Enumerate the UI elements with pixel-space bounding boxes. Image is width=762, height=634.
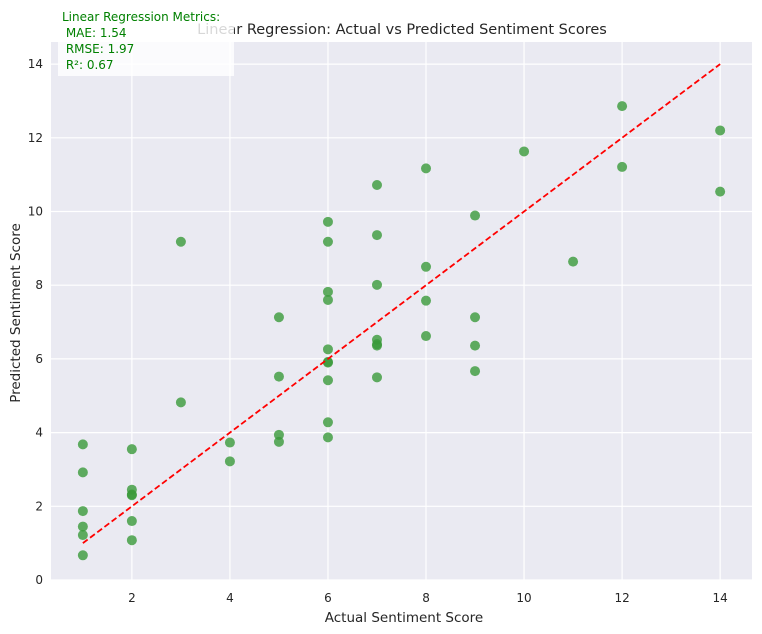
data-point bbox=[322, 356, 333, 367]
y-tick-label: 12 bbox=[28, 131, 43, 145]
x-tick-label: 14 bbox=[712, 591, 727, 605]
data-point bbox=[371, 339, 382, 350]
x-tick-label: 4 bbox=[226, 591, 234, 605]
data-point bbox=[470, 210, 481, 221]
data-point bbox=[421, 295, 432, 306]
data-point bbox=[322, 236, 333, 247]
y-tick-label: 4 bbox=[35, 426, 43, 440]
data-point bbox=[371, 230, 382, 241]
x-tick-label: 2 bbox=[128, 591, 136, 605]
data-point bbox=[273, 312, 284, 323]
data-point bbox=[77, 521, 88, 532]
data-point bbox=[77, 530, 88, 541]
data-point bbox=[126, 489, 137, 500]
x-axis-label: Actual Sentiment Score bbox=[325, 610, 483, 626]
grid bbox=[51, 42, 752, 581]
data-point bbox=[568, 256, 579, 267]
data-point bbox=[470, 366, 481, 377]
y-tick-label: 2 bbox=[35, 499, 43, 513]
y-tick-label: 8 bbox=[35, 278, 43, 292]
metrics-box bbox=[58, 8, 234, 76]
data-point bbox=[470, 340, 481, 351]
data-point bbox=[175, 397, 186, 408]
y-tick-label: 6 bbox=[35, 352, 43, 366]
y-tick-label: 0 bbox=[35, 573, 43, 587]
plot-background bbox=[51, 42, 752, 580]
data-point bbox=[715, 125, 726, 136]
data-point bbox=[322, 344, 333, 355]
data-point bbox=[126, 444, 137, 455]
data-point bbox=[322, 294, 333, 305]
data-point bbox=[322, 432, 333, 443]
data-point bbox=[175, 236, 186, 247]
metrics-line: Linear Regression Metrics: bbox=[62, 10, 220, 24]
y-tick-labels: 0 2 4 6 8 10 12 14 bbox=[28, 57, 43, 587]
data-point bbox=[126, 516, 137, 527]
x-tick-labels: 2 4 6 8 10 12 14 bbox=[128, 591, 728, 605]
data-point bbox=[77, 439, 88, 450]
data-point bbox=[519, 146, 530, 157]
data-point bbox=[715, 186, 726, 197]
chart-title: Linear Regression: Actual vs Predicted S… bbox=[197, 22, 607, 38]
data-point bbox=[617, 101, 628, 112]
x-tick-label: 12 bbox=[614, 591, 629, 605]
data-point bbox=[322, 375, 333, 386]
data-point bbox=[322, 417, 333, 428]
data-point bbox=[421, 261, 432, 272]
x-tick-label: 10 bbox=[516, 591, 531, 605]
data-point bbox=[470, 312, 481, 323]
data-point bbox=[273, 371, 284, 382]
data-point bbox=[421, 331, 432, 342]
data-point bbox=[371, 372, 382, 383]
data-point bbox=[224, 437, 235, 448]
data-point bbox=[371, 279, 382, 290]
data-point bbox=[371, 179, 382, 190]
data-point bbox=[77, 467, 88, 478]
y-tick-label: 14 bbox=[28, 57, 43, 71]
x-tick-label: 6 bbox=[324, 591, 332, 605]
data-point bbox=[322, 216, 333, 227]
data-point bbox=[273, 436, 284, 447]
data-point bbox=[126, 535, 137, 546]
data-point bbox=[421, 163, 432, 174]
regression-reference-line bbox=[82, 63, 721, 544]
data-point bbox=[273, 429, 284, 440]
y-tick-label: 10 bbox=[28, 205, 43, 219]
metrics-line: RMSE: 1.97 bbox=[62, 42, 134, 56]
data-point bbox=[617, 161, 628, 172]
data-point bbox=[224, 456, 235, 467]
metrics-text: Linear Regression Metrics: MAE: 1.54 RMS… bbox=[62, 10, 220, 72]
data-point bbox=[77, 506, 88, 517]
x-tick-label: 8 bbox=[422, 591, 430, 605]
metrics-line: R²: 0.67 bbox=[62, 58, 114, 72]
data-points bbox=[77, 101, 726, 561]
metrics-line: MAE: 1.54 bbox=[62, 26, 127, 40]
data-point bbox=[322, 286, 333, 297]
data-point bbox=[77, 550, 88, 561]
y-axis-label: Predicted Sentiment Score bbox=[8, 223, 24, 403]
